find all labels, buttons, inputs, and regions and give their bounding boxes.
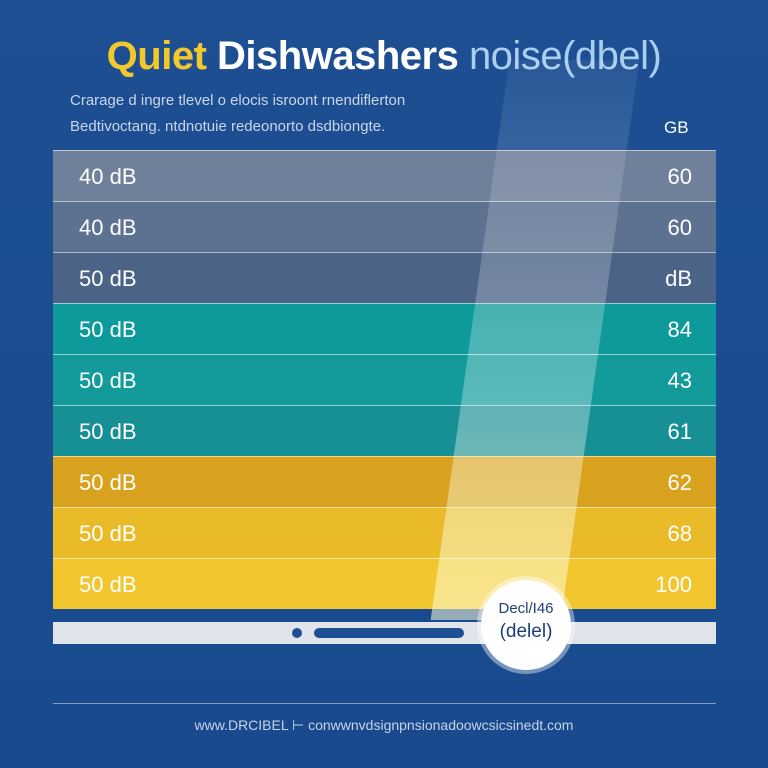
cell: 50 dB (79, 572, 137, 597)
cell: 40 dB (79, 215, 137, 240)
cell: 60 (667, 215, 692, 240)
cell: 50 dB (79, 419, 137, 444)
cell: 50 dB (79, 317, 137, 342)
badge-text: (delel) (499, 621, 553, 642)
title: Quiet Dishwashers noise(dbel) (0, 34, 768, 79)
table-row: 50 dB 68 (53, 507, 716, 558)
table-row: 50 dB 61 (53, 405, 716, 456)
table-row: 50 dB 84 (53, 303, 716, 354)
cell: 40 dB (79, 164, 137, 189)
slider-dot (292, 628, 302, 638)
cell: dB (665, 266, 692, 291)
cell: 84 (667, 317, 692, 342)
title-part: Dishwashers (217, 34, 459, 78)
cell: 50 dB (79, 470, 137, 495)
cell: 50 dB (79, 368, 137, 393)
cell: 68 (667, 521, 692, 546)
cell: 61 (667, 419, 692, 444)
table-row: 50 dB 43 (53, 354, 716, 405)
table-row: 50 dB 62 (53, 456, 716, 507)
subtitle: Crarage d ingre tlevel o elocis isroont … (70, 92, 406, 109)
table-row: 50 dB dB (53, 252, 716, 303)
divider (53, 703, 716, 704)
cell: 43 (667, 368, 692, 393)
table-row: 50 dB 100 (53, 558, 716, 609)
cell: 60 (667, 164, 692, 189)
column-header: GB (664, 118, 689, 137)
title-part: Quiet (106, 34, 207, 78)
slider-thumb (314, 628, 464, 638)
badge: Decl/I46 (delel) (481, 580, 571, 670)
subtitle: Bedtivoctang. ntdnotuie redeonorto dsdbi… (70, 118, 386, 135)
badge-text: Decl/I46 (498, 600, 554, 617)
cell: 50 dB (79, 266, 137, 291)
footer: www.DRCIBEL ⊢ conwwnvdsignpnsionadoowcsi… (194, 717, 574, 733)
cell: 62 (667, 470, 692, 495)
cell: 100 (655, 572, 692, 597)
cell: 50 dB (79, 521, 137, 546)
